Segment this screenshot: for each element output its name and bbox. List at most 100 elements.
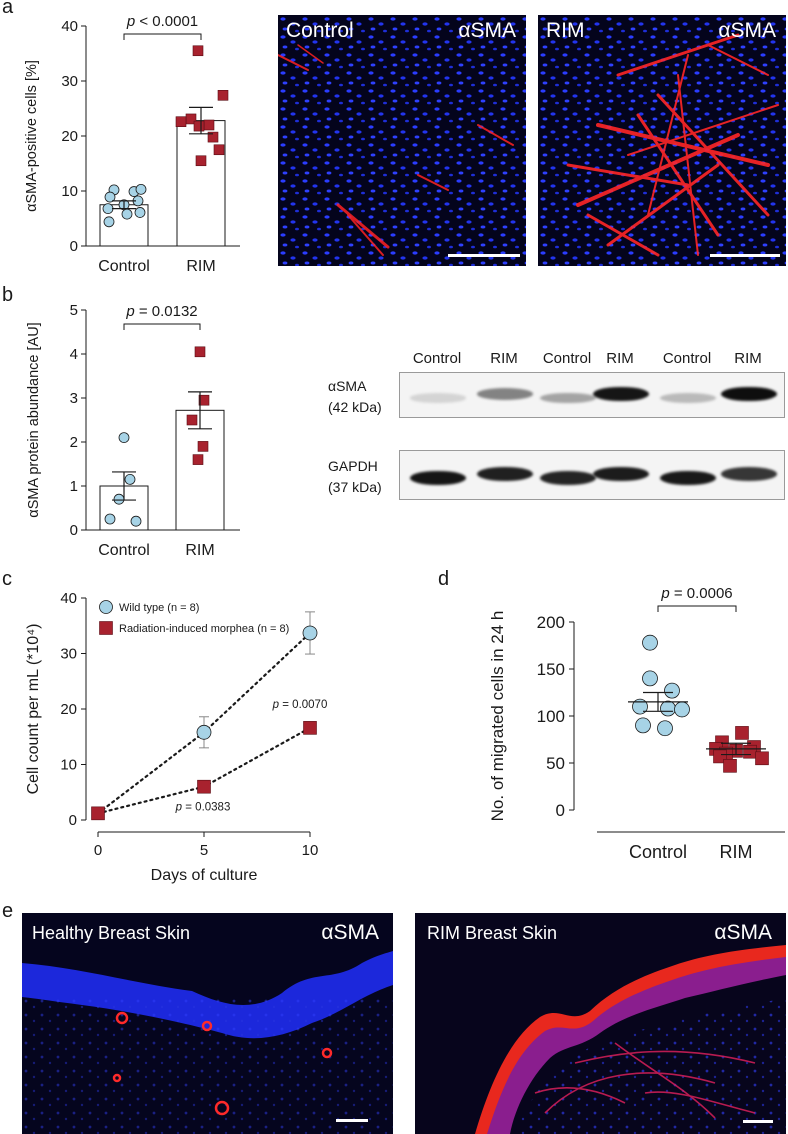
blot-band	[660, 470, 716, 486]
x-tick-label: Control	[98, 542, 150, 559]
data-point-rim	[193, 120, 205, 132]
y-tick-label: 20	[60, 701, 77, 718]
y-tick-label: 0	[556, 801, 565, 820]
data-point-control	[642, 670, 658, 687]
y-axis-label: No. of migrated cells in 24 h	[488, 611, 507, 822]
y-tick-label: 200	[537, 613, 565, 632]
data-point-control	[124, 473, 136, 485]
x-tick-label: 5	[200, 842, 208, 859]
data-point-control	[102, 203, 114, 215]
data-point-control	[121, 208, 133, 220]
blot-strip-asma	[399, 372, 785, 418]
micrograph-e-healthy: Healthy Breast Skin αSMA	[22, 913, 393, 1134]
data-point-rim	[755, 751, 769, 766]
x-tick-label: 10	[302, 842, 319, 859]
y-axis-label: αSMA-positive cells [%]	[24, 60, 40, 212]
x-tick-label: Control	[98, 258, 150, 275]
blot-band	[410, 393, 466, 403]
panel-a-letter: a	[2, 0, 14, 18]
chart-d-scatter-chart: 0 50 100 150 200 No. of migrated cells in 24 …	[488, 585, 785, 862]
data-point-control	[632, 698, 648, 715]
data-point-rim	[207, 131, 219, 143]
micrograph-e-rim-label: RIM Breast Skin	[427, 923, 558, 943]
significance-bracket	[123, 33, 202, 40]
data-point-control	[104, 191, 116, 203]
y-tick-label: 40	[60, 590, 77, 607]
p-value-label: p = 0.0132	[125, 303, 197, 320]
y-tick-label: 3	[70, 390, 78, 407]
data-point-control	[134, 207, 146, 218]
chart-b-bar-chart: 0 1 2 3 4 5 αSMA protein abundance [AU] Control…	[26, 302, 240, 559]
micrograph-a-rim-scalebar	[710, 254, 780, 257]
micrograph-a-rim-label: RIM	[546, 19, 585, 42]
blot-band	[540, 470, 596, 486]
micrograph-a-control-label: Control	[286, 19, 354, 42]
blot-band	[593, 386, 649, 402]
significance-bracket	[657, 605, 737, 612]
data-point-rim	[743, 744, 757, 759]
x-tick-label: RIM	[720, 842, 753, 862]
annotation-p-day10: p = 0.0070	[272, 699, 328, 711]
blot-lane-label: Control	[412, 350, 462, 367]
data-point-control	[103, 216, 115, 228]
data-point-rim	[217, 90, 229, 101]
data-point-control	[664, 682, 680, 699]
y-tick-label: 30	[61, 73, 78, 90]
data-point-rim	[197, 441, 209, 452]
y-tick-label: 40	[61, 18, 78, 35]
y-tick-label: 4	[70, 346, 78, 363]
blot-lane-label: RIM	[734, 350, 762, 367]
panel-d-letter: d	[438, 568, 450, 590]
micrograph-e-healthy-label: Healthy Breast Skin	[32, 923, 191, 943]
y-tick-label: 2	[70, 434, 78, 451]
micrograph-a-rim-texture	[538, 15, 786, 266]
blot-row-label-asma: αSMA (42 kDa)	[328, 376, 382, 418]
blot-row-asma-name: αSMA	[328, 378, 367, 394]
y-tick-label: 0	[69, 812, 77, 829]
data-point-rim	[186, 414, 198, 426]
blot-row-label-gapdh: GAPDH (37 kDa)	[328, 456, 382, 498]
y-tick-label: 5	[70, 302, 78, 319]
data-point-rim	[213, 144, 225, 156]
p-value-label: p < 0.0001	[126, 13, 198, 30]
blot-lane-label: RIM	[606, 350, 634, 367]
bar-rim	[175, 409, 225, 531]
micrograph-e-healthy-scalebar	[336, 1119, 368, 1122]
x-tick-label: Control	[629, 842, 687, 862]
y-axis-label: αSMA protein abundance [AU]	[26, 322, 42, 517]
y-axis-label: Cell count per mL (*10⁴)	[25, 624, 42, 795]
y-tick-label: 100	[537, 707, 565, 726]
micrograph-a-rim: RIM αSMA	[538, 15, 786, 266]
data-point-control	[135, 183, 147, 195]
blot-band	[477, 388, 533, 400]
y-tick-label: 1	[70, 478, 78, 495]
data-point-rim	[175, 116, 187, 127]
blot-lane-label: Control	[662, 350, 712, 367]
data-point-control	[674, 701, 690, 718]
blot-band	[721, 467, 777, 481]
data-point-control	[118, 432, 130, 444]
micrograph-e-healthy-texture	[22, 913, 393, 1134]
data-point-series-1	[303, 721, 317, 735]
data-point-rim	[192, 45, 204, 57]
blot-band	[660, 392, 716, 404]
micrograph-a-rim-stain: αSMA	[718, 19, 776, 42]
micrograph-e-rim-stain: αSMA	[714, 921, 772, 944]
micrograph-e-rim-texture	[415, 913, 786, 1134]
data-point-control	[130, 515, 142, 527]
data-point-rim	[195, 155, 207, 167]
significance-bracket	[123, 323, 201, 330]
data-point-rim	[735, 726, 749, 740]
data-point-control	[657, 720, 673, 737]
y-tick-label: 10	[61, 183, 78, 200]
y-tick-label: 0	[70, 522, 78, 539]
data-point-control	[660, 700, 676, 717]
data-point-control	[635, 717, 651, 734]
legend-label-0: Wild type (n = 8)	[119, 602, 199, 614]
x-tick-label: RIM	[185, 542, 214, 559]
micrograph-e-rim: RIM Breast Skin αSMA	[415, 913, 786, 1134]
blot-strip-gapdh	[399, 450, 785, 500]
blot-band	[477, 466, 533, 482]
chart-a-bar-chart: 0 10 20 30 40 αSMA-positive cells [%] Control R…	[24, 13, 240, 275]
micrograph-e-healthy-stain: αSMA	[321, 921, 379, 944]
